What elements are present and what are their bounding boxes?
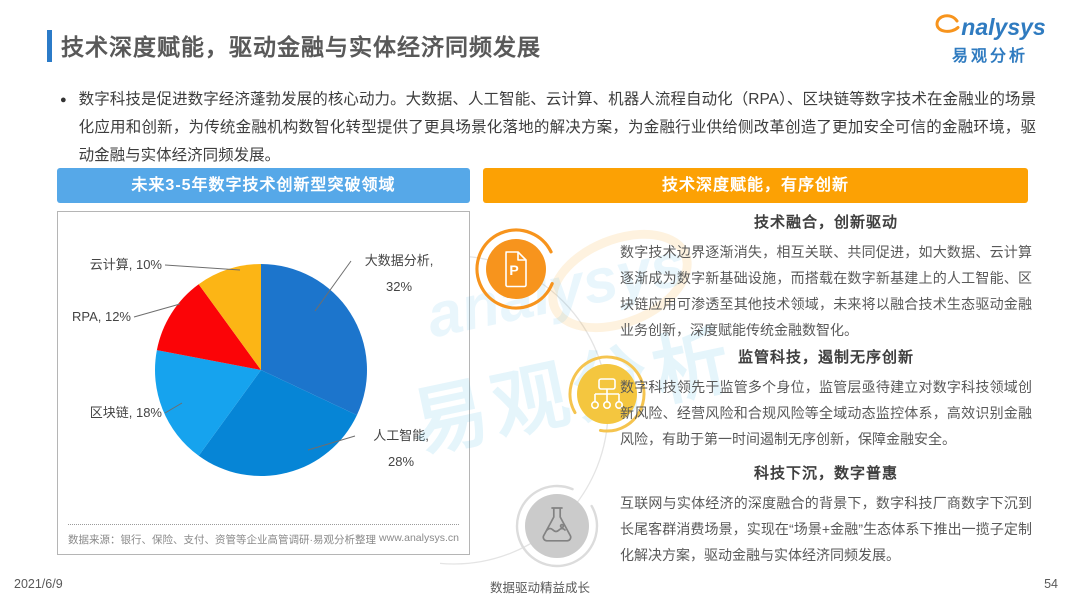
pie-slice-人工智能 <box>198 370 357 477</box>
leader-line-blockchain <box>164 402 183 414</box>
svg-text:P: P <box>509 262 518 278</box>
pie-label-bigdata-pct: 32% <box>386 279 412 294</box>
section-title: 技术融合，创新驱动 <box>753 214 898 231</box>
intro-text: 数字科技是促进数字经济蓬勃发展的核心动力。大数据、人工智能、云计算、机器人流程自… <box>78 91 1036 164</box>
leader-line-ai <box>307 435 356 451</box>
pie-slice-区块链 <box>155 350 261 456</box>
pie-slice-云计算 <box>198 264 261 370</box>
pie-label-ai-pct: 28% <box>388 454 414 469</box>
document-p-icon: P <box>472 225 560 318</box>
org-chart-icon <box>564 351 650 442</box>
logo-cn-text: 易观分析 <box>951 48 1028 65</box>
section-regtech: 监管科技，遏制无序创新 数字科技领先于监管多个身位，监管层亟待建立对数字科技领域… <box>620 346 1032 452</box>
pie-chart-box: 云计算, 10% RPA, 12% 区块链, 18% 大数据分析, 32% 人工… <box>57 211 470 555</box>
pie-label-rpa: RPA, 12% <box>72 309 131 324</box>
section-tech-fusion: 技术融合，创新驱动 数字技术边界逐渐消失，相互关联、共同促进，如大数据、云计算逐… <box>620 211 1032 343</box>
bullet-icon: ● <box>60 94 67 106</box>
section-inclusive: 科技下沉，数字普惠 互联网与实体经济的深度融合的背景下，数字科技厂商数字下沉到长… <box>620 462 1032 568</box>
title-accent-bar <box>47 30 52 62</box>
footer-date: 2021/6/9 <box>14 577 63 591</box>
analysys-logo: nalysys 易观分析 <box>931 14 1049 66</box>
pie-label-ai: 人工智能, <box>373 428 429 443</box>
pie-label-blockchain: 区块链, 18% <box>90 405 163 420</box>
section-body: 数字科技领先于监管多个身位，监管层亟待建立对数字科技领域创新风险、经营风险和合规… <box>620 379 1032 447</box>
leader-lines <box>133 260 356 451</box>
pie-chart: 云计算, 10% RPA, 12% 区块链, 18% 大数据分析, 32% 人工… <box>72 253 433 477</box>
pie-slices-group <box>155 264 367 477</box>
left-panel: 未来3-5年数字技术创新型突破领域 云计算, 10% RPA, 12% 区块链,… <box>57 168 470 555</box>
left-panel-header: 未来3-5年数字技术创新型突破领域 <box>57 168 470 203</box>
logo-swirl-icon <box>934 14 960 41</box>
footer-slogan: 数据驱动精益成长 <box>489 581 590 595</box>
page-title: 技术深度赋能，驱动金融与实体经济同频发展 <box>61 34 541 60</box>
intro-paragraph: ● 数字科技是促进数字经济蓬勃发展的核心动力。大数据、人工智能、云计算、机器人流… <box>60 86 1036 170</box>
source-row: 数据来源：银行、保险、支付、资管等企业高管调研·易观分析整理 www.analy… <box>68 524 459 547</box>
flask-icon <box>512 481 602 576</box>
data-source-text: 数据来源：银行、保险、支付、资管等企业高管调研·易观分析整理 <box>68 534 376 546</box>
section-body: 互联网与实体经济的深度融合的背景下，数字科技厂商数字下沉到长尾客群消费场景，实现… <box>620 495 1032 563</box>
pie-label-cloud: 云计算, 10% <box>90 257 163 272</box>
right-panel-header: 技术深度赋能，有序创新 <box>483 168 1028 203</box>
pie-slice-RPA <box>156 284 261 370</box>
section-title: 科技下沉，数字普惠 <box>753 465 898 482</box>
leader-line-rpa <box>133 303 181 318</box>
pie-label-bigdata: 大数据分析, <box>365 253 434 268</box>
section-title: 监管科技，遏制无序创新 <box>737 349 914 366</box>
right-panel: 技术深度赋能，有序创新 <box>483 168 1028 203</box>
pie-labels: 云计算, 10% RPA, 12% 区块链, 18% 大数据分析, 32% 人工… <box>72 253 433 469</box>
pie-slice-大数据分析 <box>261 264 367 416</box>
section-body: 数字技术边界逐渐消失，相互关联、共同促进，如大数据、云计算逐渐成为数字新基础设施… <box>620 244 1032 338</box>
leader-line-bigdata <box>314 260 352 312</box>
website-text: www.analysys.cn <box>379 532 459 544</box>
footer-page-number: 54 <box>1044 577 1058 591</box>
leader-line-cloud <box>164 264 241 271</box>
logo-brand-text: nalysys <box>961 14 1046 40</box>
